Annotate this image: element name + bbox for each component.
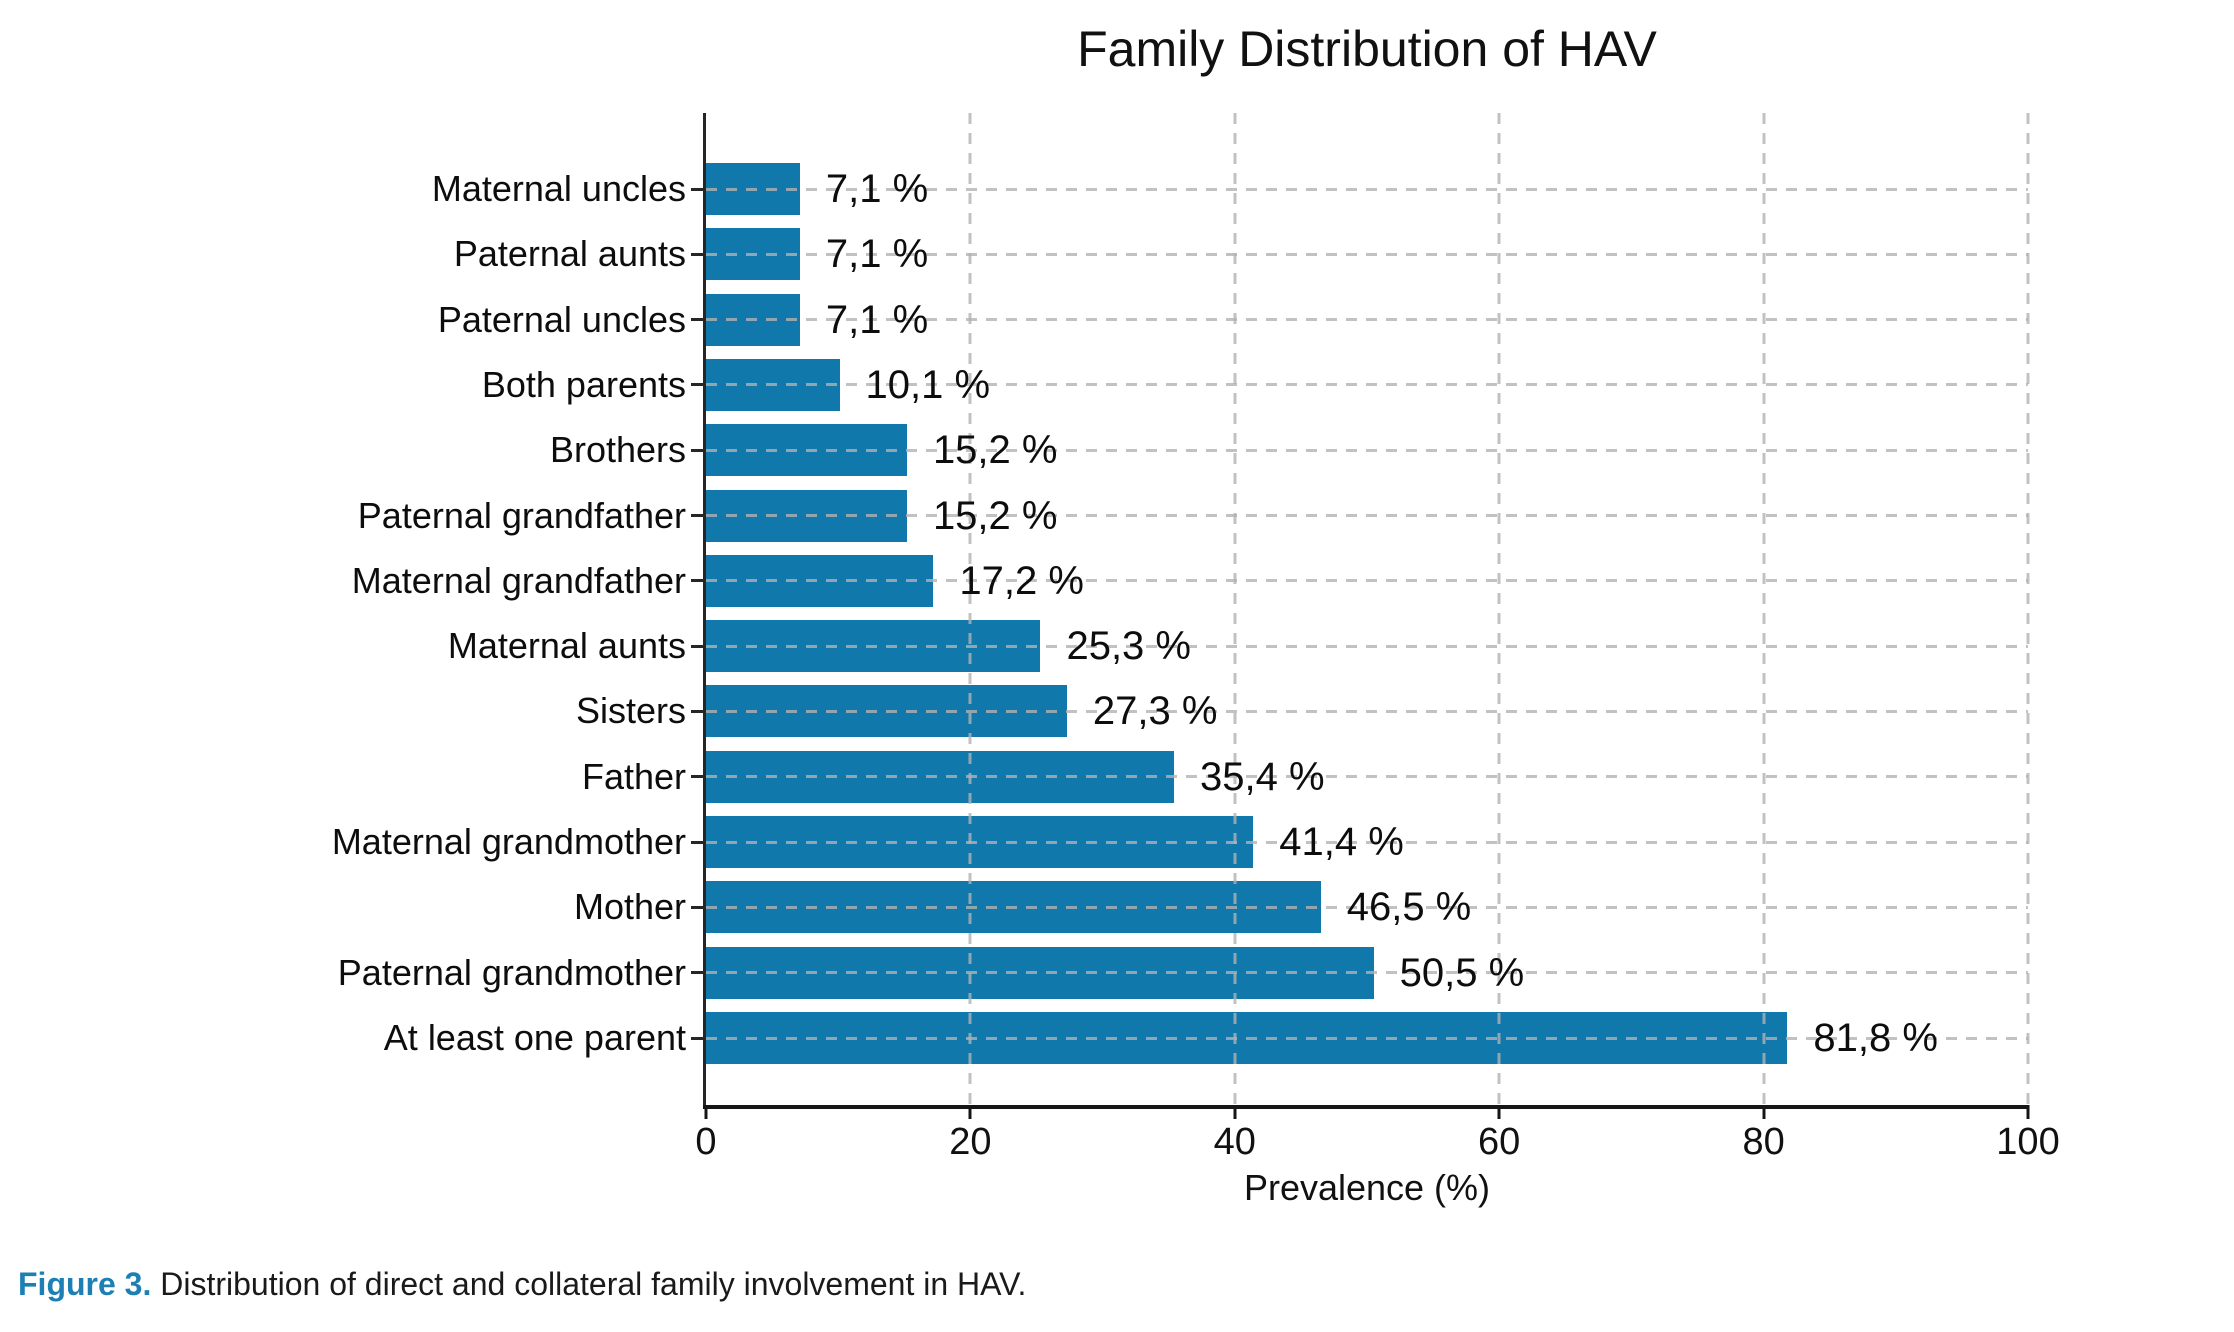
x-axis — [703, 1105, 2028, 1109]
category-label: Both parents — [481, 363, 686, 405]
category-label: Maternal uncles — [431, 168, 686, 209]
category-label: Maternal aunts — [447, 625, 686, 667]
x-tick-label: 100 — [1996, 1121, 2060, 1163]
x-tick-label: 20 — [949, 1121, 992, 1163]
x-tick-label: 80 — [1742, 1121, 1785, 1163]
category-label: Maternal grandfather — [351, 559, 686, 601]
y-axis-tick — [691, 448, 706, 452]
y-axis-tick — [691, 840, 706, 844]
category-label: Paternal aunts — [453, 233, 686, 275]
x-tick-label: 0 — [695, 1121, 717, 1163]
value-label: 7,1 % — [825, 297, 929, 342]
y-axis-tick — [691, 775, 706, 779]
value-label: 7,1 % — [825, 167, 929, 211]
vertical-gridline — [1762, 113, 1766, 1105]
value-label: 17,2 % — [959, 558, 1084, 603]
horizontal-gridline — [706, 971, 2028, 975]
value-label: 15,2 % — [932, 493, 1058, 538]
value-label: 10,1 % — [865, 362, 991, 407]
caption-text: Distribution of direct and collateral fa… — [151, 1266, 1027, 1302]
horizontal-gridline — [706, 252, 2028, 256]
vertical-gridline — [2026, 113, 2030, 1105]
chart-title: Family Distribution of HAV — [1077, 21, 1657, 77]
category-label: Sisters — [575, 690, 686, 732]
vertical-gridline — [968, 113, 972, 1105]
horizontal-gridline — [706, 383, 2028, 387]
y-axis-tick — [691, 644, 706, 648]
value-label: 35,4 % — [1199, 754, 1325, 799]
x-axis-tick — [1762, 1105, 1766, 1119]
horizontal-gridline — [706, 905, 2028, 909]
value-label: 41,4 % — [1279, 820, 1404, 865]
figure-caption: Figure 3. Distribution of direct and col… — [18, 1266, 1026, 1303]
y-axis-tick — [691, 383, 706, 387]
value-label: 50,5 % — [1399, 950, 1525, 995]
caption-figure-number: Figure 3. — [18, 1266, 152, 1302]
x-tick-label: 60 — [1478, 1121, 1521, 1163]
x-axis-tick — [968, 1105, 972, 1119]
y-axis-tick — [691, 971, 706, 975]
horizontal-gridline — [706, 775, 2028, 779]
value-label: 7,1 % — [825, 232, 929, 277]
horizontal-gridline — [706, 187, 2028, 191]
category-label: Paternal grandfather — [357, 494, 686, 536]
y-axis-tick — [691, 579, 706, 583]
x-axis-title: Prevalence (%) — [1243, 1167, 1491, 1208]
horizontal-gridline — [706, 448, 2028, 452]
category-label: Paternal grandmother — [337, 951, 686, 993]
x-axis-tick — [704, 1105, 708, 1119]
category-label: Mother — [573, 886, 686, 928]
value-label: 46,5 % — [1346, 885, 1472, 930]
x-tick-label: 40 — [1213, 1121, 1256, 1163]
value-label: 15,2 % — [932, 428, 1058, 473]
horizontal-gridline — [706, 709, 2028, 713]
vertical-gridline — [1497, 113, 1501, 1105]
horizontal-gridline — [706, 579, 2028, 583]
category-label: Paternal uncles — [437, 298, 686, 340]
horizontal-gridline — [706, 644, 2028, 648]
x-axis-tick — [2026, 1105, 2030, 1119]
y-axis-tick — [691, 905, 706, 909]
horizontal-gridline — [706, 840, 2028, 844]
y-axis-tick — [691, 318, 706, 322]
category-label: Father — [581, 755, 686, 797]
x-axis-tick — [1233, 1105, 1237, 1119]
horizontal-gridline — [706, 1036, 2028, 1040]
vertical-gridline — [1233, 113, 1237, 1105]
value-label: 81,8 % — [1813, 1016, 1938, 1061]
category-label: At least one parent — [383, 1017, 686, 1059]
y-axis-tick — [691, 514, 706, 518]
y-axis-tick — [691, 1036, 706, 1040]
y-axis-tick — [691, 709, 706, 713]
value-label: 25,3 % — [1066, 624, 1191, 669]
plot-area: Prevalence (%) 0 20 40 60 80 100 Maternal uncl… — [332, 113, 2060, 1208]
value-label: 27,3 % — [1092, 689, 1218, 734]
category-label: Brothers — [549, 429, 686, 471]
horizontal-gridline — [706, 318, 2028, 322]
x-axis-tick — [1497, 1105, 1501, 1119]
horizontal-gridline — [706, 514, 2028, 518]
y-axis-tick — [691, 252, 706, 256]
y-axis-tick — [691, 187, 706, 191]
y-axis — [703, 113, 706, 1105]
category-label: Maternal grandmother — [331, 821, 686, 863]
